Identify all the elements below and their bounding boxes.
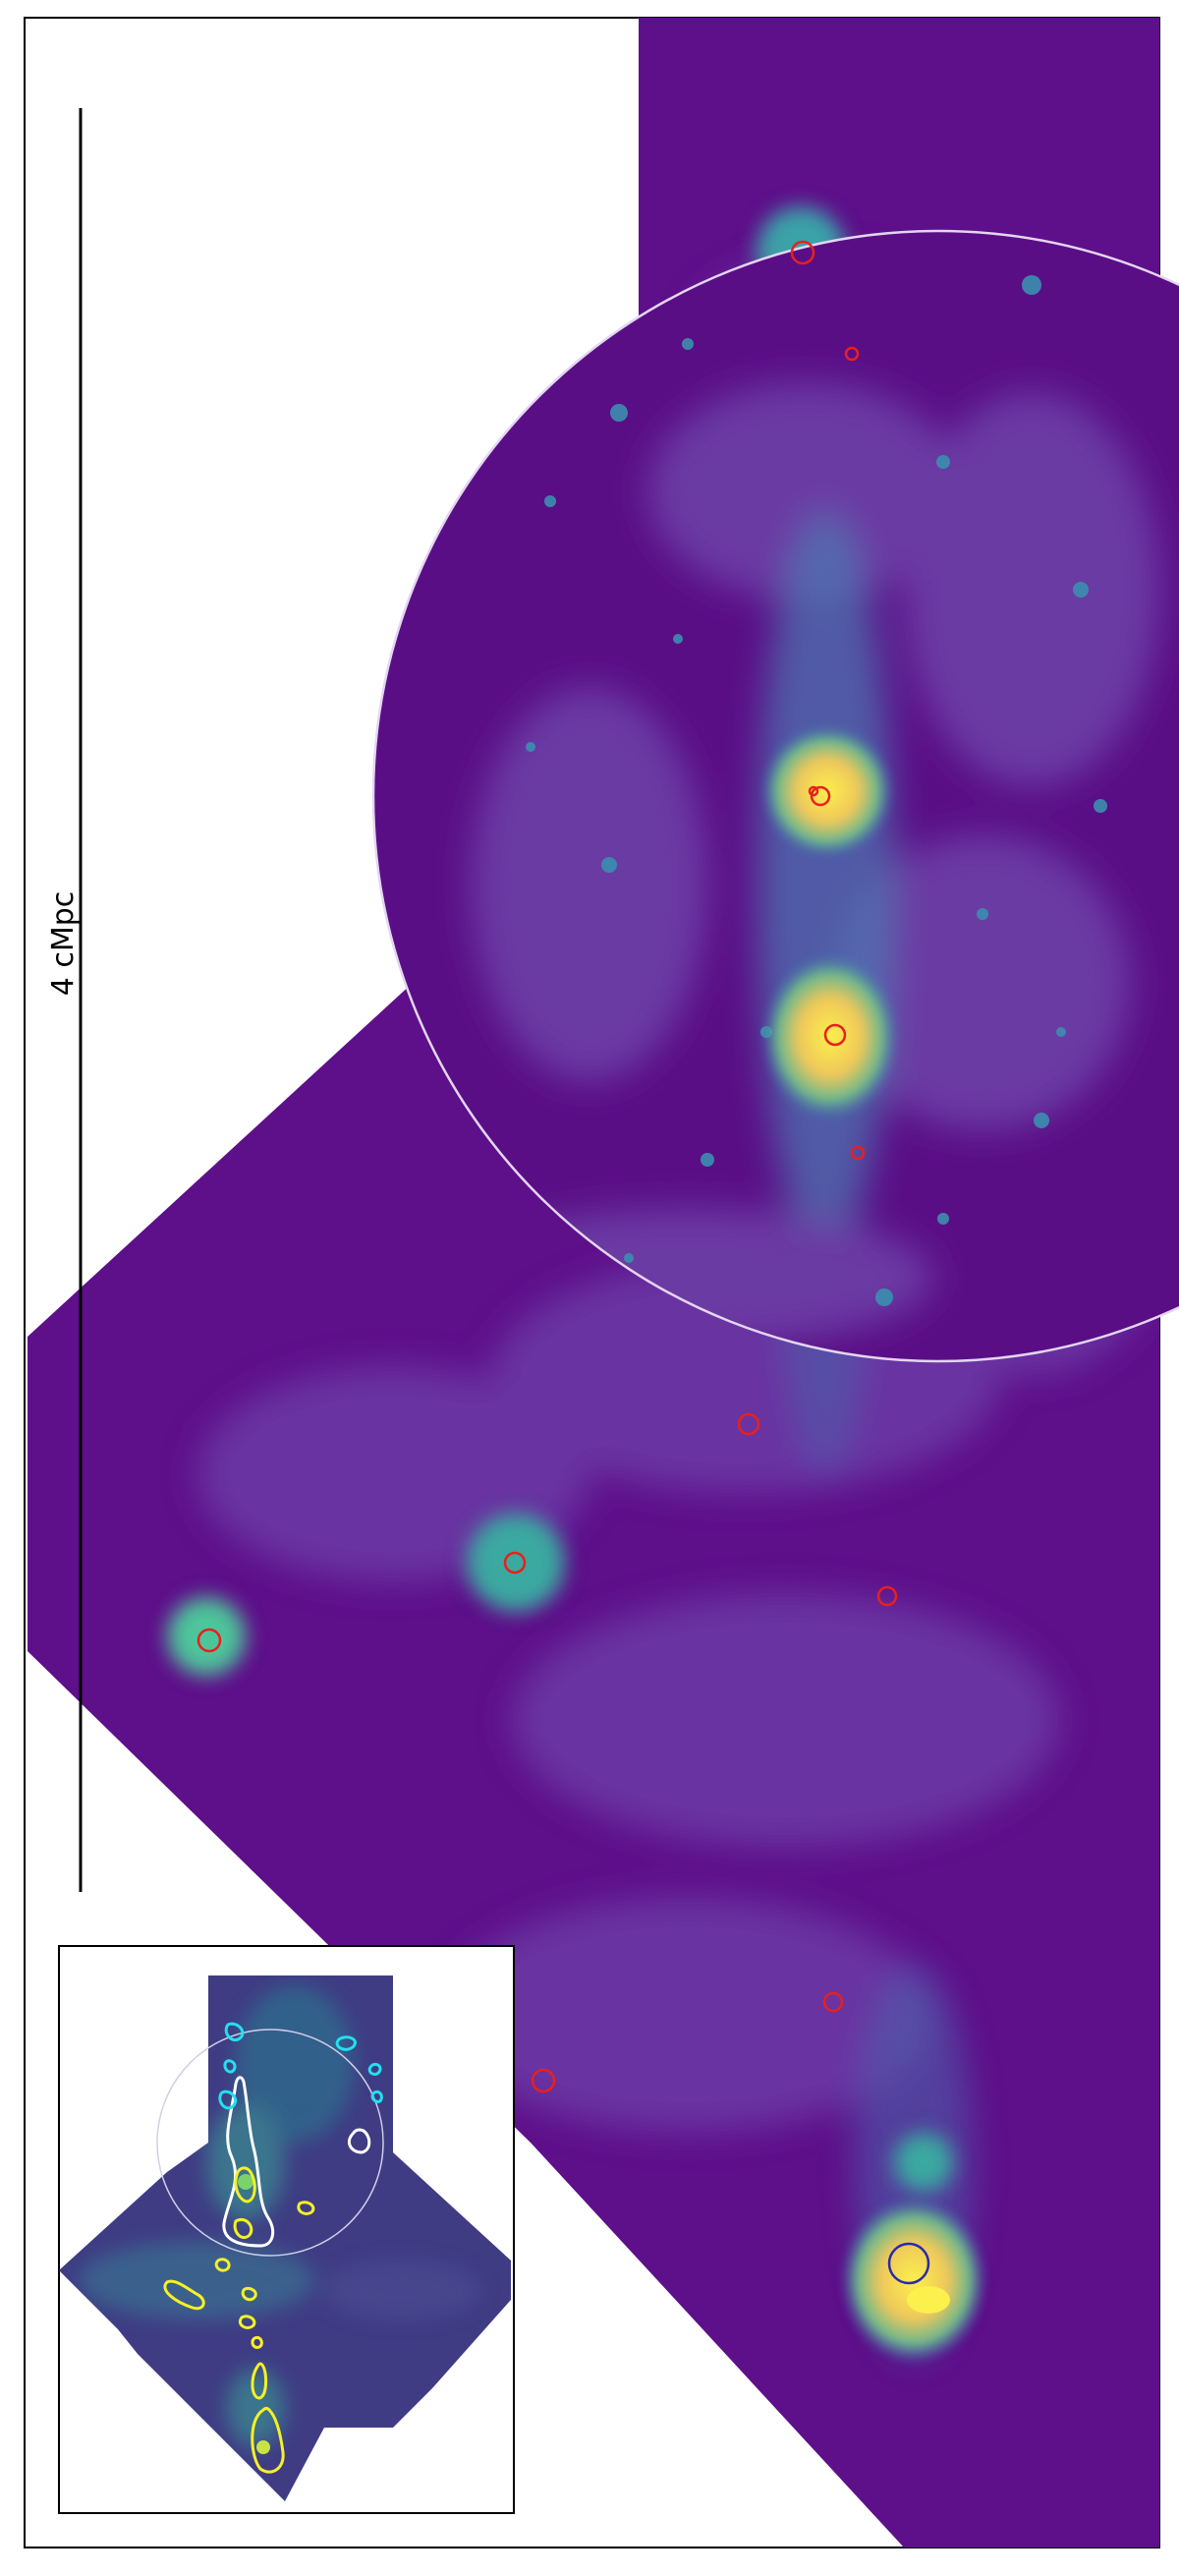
source-markers [196, 240, 898, 2093]
target-marker [887, 2242, 930, 2285]
source-marker [810, 785, 831, 807]
inset-contour-white [222, 2076, 275, 2248]
source-marker [808, 785, 819, 797]
source-marker [823, 1023, 847, 1047]
source-marker [737, 1412, 760, 1436]
source-marker [850, 1145, 866, 1161]
source-marker [790, 240, 815, 265]
source-marker [503, 1551, 527, 1574]
source-marker [844, 346, 860, 362]
inset-contour-cyan [224, 2022, 245, 2041]
aperture-region [373, 231, 1179, 1361]
inset-contour-yellow [234, 2166, 256, 2204]
source-marker [876, 1585, 898, 1607]
aperture-circle [371, 229, 1179, 1363]
source-marker [196, 1628, 222, 1653]
scale-bar-label: 4 cMpc [46, 890, 81, 997]
inset-panel [58, 1945, 515, 2514]
source-marker [822, 1991, 844, 2013]
source-marker [531, 2068, 556, 2093]
